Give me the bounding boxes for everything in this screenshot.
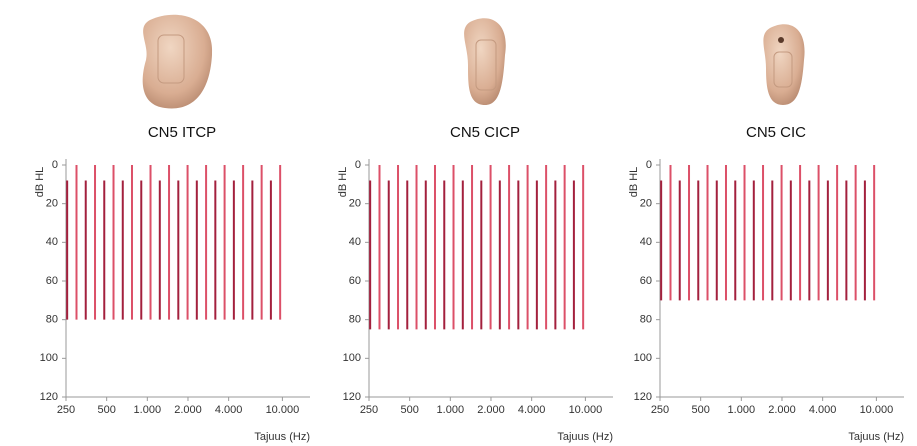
y-tick-label: 40	[46, 236, 58, 248]
y-tick-label: 0	[355, 159, 361, 171]
chart-title: CN5 CIC	[746, 124, 806, 141]
x-tick-label: 10.000	[569, 404, 603, 416]
x-tick-label: 250	[651, 404, 669, 416]
x-tick-label: 2.000	[174, 404, 202, 416]
x-tick-label: 4.000	[215, 404, 243, 416]
y-tick-label: 80	[46, 314, 58, 326]
chart-title: CN5 CICP	[450, 124, 520, 141]
y-tick-label: 120	[634, 391, 652, 403]
y-tick-label: 80	[640, 314, 652, 326]
x-tick-label: 2.000	[768, 404, 796, 416]
y-tick-label: 100	[40, 352, 58, 364]
y-tick-label: 120	[343, 391, 361, 403]
x-tick-label: 1.000	[134, 404, 162, 416]
y-tick-label: 120	[40, 391, 58, 403]
y-axis-label: dB HL	[628, 167, 640, 198]
x-tick-label: 500	[97, 404, 115, 416]
y-tick-label: 60	[46, 275, 58, 287]
y-tick-label: 20	[46, 198, 58, 210]
x-tick-label: 10.000	[860, 404, 894, 416]
y-tick-label: 40	[349, 236, 361, 248]
x-tick-label: 4.000	[809, 404, 837, 416]
y-tick-label: 20	[640, 198, 652, 210]
x-tick-label: 2.000	[477, 404, 505, 416]
y-tick-label: 0	[646, 159, 652, 171]
device-image	[464, 18, 506, 105]
y-tick-label: 40	[640, 236, 652, 248]
y-tick-label: 60	[640, 275, 652, 287]
x-tick-label: 250	[360, 404, 378, 416]
y-tick-label: 80	[349, 314, 361, 326]
x-axis-label: Tajuus (Hz)	[557, 431, 613, 443]
x-tick-label: 250	[57, 404, 75, 416]
y-tick-label: 20	[349, 198, 361, 210]
chart-title: CN5 ITCP	[148, 124, 216, 141]
x-axis-label: Tajuus (Hz)	[254, 431, 310, 443]
y-tick-label: 60	[349, 275, 361, 287]
y-axis-label: dB HL	[337, 167, 349, 198]
x-tick-label: 500	[400, 404, 418, 416]
device-image	[763, 24, 805, 105]
x-tick-label: 10.000	[266, 404, 300, 416]
x-tick-label: 1.000	[437, 404, 465, 416]
x-tick-label: 4.000	[518, 404, 546, 416]
y-axis-label: dB HL	[34, 167, 46, 198]
chart: CN5 CIC dB HL Tajuus (Hz) 0 20 40 60 80 100 12025…	[628, 124, 904, 443]
y-tick-label: 0	[52, 159, 58, 171]
y-tick-label: 100	[343, 352, 361, 364]
x-tick-label: 500	[691, 404, 709, 416]
x-axis-label: Tajuus (Hz)	[848, 431, 904, 443]
device-image	[142, 14, 213, 109]
x-tick-label: 1.000	[728, 404, 756, 416]
y-tick-label: 100	[634, 352, 652, 364]
